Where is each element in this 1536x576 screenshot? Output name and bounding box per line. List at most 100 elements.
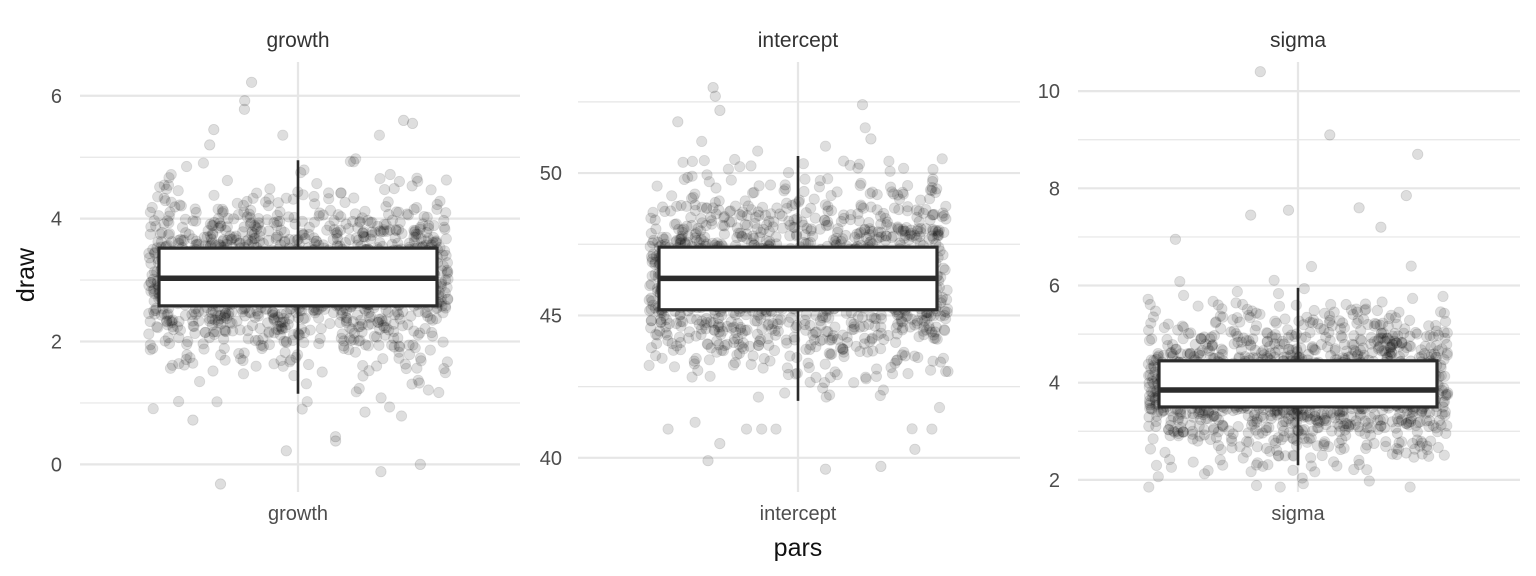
data-point — [643, 359, 655, 371]
data-point — [433, 386, 445, 399]
data-point — [372, 220, 384, 232]
data-point — [261, 317, 274, 329]
data-point — [1437, 290, 1449, 302]
data-point — [797, 158, 810, 170]
data-point — [1245, 466, 1257, 478]
data-point — [144, 315, 156, 328]
grid-layer — [80, 62, 520, 492]
data-point — [893, 204, 905, 216]
data-point — [437, 336, 449, 348]
data-point — [353, 335, 365, 347]
data-point — [1252, 457, 1264, 469]
data-point — [1343, 419, 1355, 432]
data-point — [219, 325, 231, 337]
data-point — [280, 335, 292, 348]
data-point — [278, 312, 290, 325]
data-point — [1150, 459, 1163, 471]
data-point — [877, 207, 890, 220]
data-point — [384, 224, 396, 236]
data-point — [218, 342, 230, 354]
data-point — [747, 350, 759, 362]
data-point — [1198, 468, 1211, 480]
data-point — [144, 206, 156, 218]
outlier-point — [414, 458, 426, 470]
data-point — [160, 183, 173, 195]
data-point — [272, 197, 284, 209]
data-point — [927, 163, 939, 176]
data-point — [752, 145, 764, 157]
data-point — [311, 178, 323, 190]
data-point — [745, 160, 757, 172]
data-point — [257, 332, 269, 345]
data-point — [380, 314, 392, 327]
data-point — [340, 311, 352, 323]
data-point — [408, 224, 420, 236]
data-point — [172, 234, 184, 247]
data-point — [278, 316, 291, 328]
data-point — [819, 140, 832, 152]
data-point — [205, 230, 217, 242]
data-point — [184, 352, 196, 364]
data-point — [725, 322, 738, 334]
data-point — [239, 310, 251, 322]
data-point — [1283, 343, 1295, 356]
data-point — [677, 156, 689, 168]
data-point — [356, 326, 368, 338]
outlier-point — [1245, 209, 1257, 221]
data-point — [256, 342, 268, 355]
data-point — [740, 423, 753, 435]
data-point — [779, 387, 791, 399]
data-point — [215, 349, 227, 361]
data-point — [268, 312, 280, 324]
data-point — [440, 207, 452, 219]
data-point — [314, 207, 326, 219]
y-tick-label: 6 — [51, 86, 62, 108]
data-point — [410, 231, 422, 243]
y-tick-label: 50 — [540, 163, 562, 185]
data-point — [1355, 324, 1367, 336]
data-point — [348, 327, 360, 339]
data-point — [220, 224, 232, 236]
data-point — [248, 233, 260, 245]
data-point — [251, 223, 263, 235]
facet-title-growth: growth — [266, 29, 329, 52]
data-point — [1262, 459, 1274, 471]
data-point — [396, 227, 408, 239]
data-point — [218, 333, 230, 345]
data-point — [1430, 319, 1442, 332]
data-point — [716, 309, 728, 321]
data-point — [237, 199, 250, 211]
outlier-point — [280, 445, 292, 457]
data-point — [219, 354, 231, 366]
y-tick-label: 40 — [540, 448, 562, 470]
data-point — [430, 313, 442, 325]
data-point — [1338, 322, 1351, 334]
x-tick-label-growth: growth — [268, 503, 328, 525]
y-tick-label: 4 — [1049, 373, 1060, 395]
data-point — [386, 214, 399, 226]
data-point — [354, 215, 366, 227]
data-point — [706, 215, 718, 227]
data-point — [1157, 349, 1170, 362]
data-point — [174, 324, 186, 336]
data-point — [412, 228, 424, 240]
data-point — [174, 199, 186, 211]
data-point — [380, 322, 392, 334]
data-point — [799, 173, 811, 185]
data-point — [380, 201, 392, 213]
data-point — [859, 332, 871, 344]
data-point — [402, 319, 414, 331]
data-point — [1214, 454, 1226, 466]
data-point — [411, 172, 423, 184]
data-point — [275, 320, 287, 333]
data-point — [271, 219, 283, 232]
data-point — [1241, 303, 1253, 315]
data-point — [441, 264, 453, 276]
data-point — [223, 307, 235, 319]
data-point — [1390, 422, 1402, 434]
data-point — [269, 307, 281, 319]
data-point — [381, 225, 393, 237]
data-point — [161, 319, 174, 331]
data-point — [1236, 336, 1248, 348]
data-point — [660, 327, 672, 339]
